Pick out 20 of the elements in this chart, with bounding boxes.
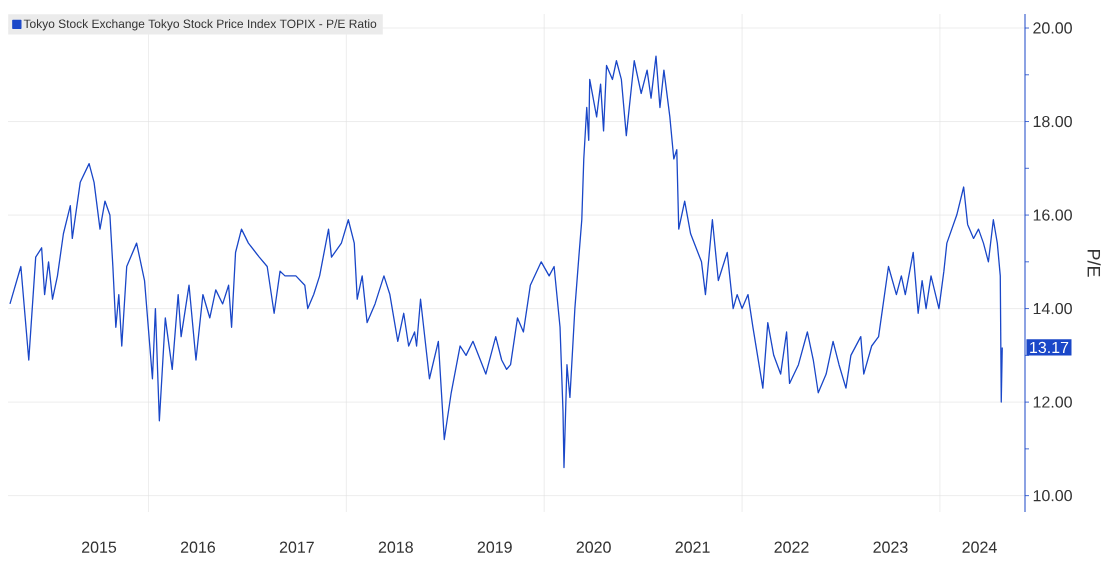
y-tick-label: 12.00 bbox=[1033, 396, 1072, 408]
legend-label: Tokyo Stock Exchange Tokyo Stock Price Index TOPIX - P/E Ratio bbox=[23, 19, 377, 31]
x-tick-label: 2020 bbox=[576, 541, 611, 553]
y-tick-label: 16.00 bbox=[1033, 209, 1072, 221]
line-series bbox=[9, 55, 1003, 469]
x-tick-label: 2016 bbox=[180, 541, 216, 553]
x-tick-label: 2021 bbox=[675, 541, 710, 553]
y-axis-title: P/E bbox=[1087, 249, 1101, 277]
y-tick-label: 18.00 bbox=[1033, 115, 1072, 128]
y-tick-label: 20.00 bbox=[1033, 22, 1072, 34]
x-tick-label: 2022 bbox=[774, 541, 809, 553]
y-tick-label: 10.00 bbox=[1033, 489, 1072, 502]
x-tick-label: 2015 bbox=[82, 541, 117, 553]
y-tick-label: 14.00 bbox=[1033, 302, 1072, 315]
x-tick-label: 2019 bbox=[477, 541, 512, 553]
data-label: 13.17 bbox=[1030, 341, 1069, 354]
x-tick-label: 2018 bbox=[378, 541, 413, 553]
x-tick-label: 2017 bbox=[279, 541, 314, 553]
x-tick-label: 2023 bbox=[873, 541, 908, 553]
x-tick-label: 2024 bbox=[962, 541, 997, 553]
